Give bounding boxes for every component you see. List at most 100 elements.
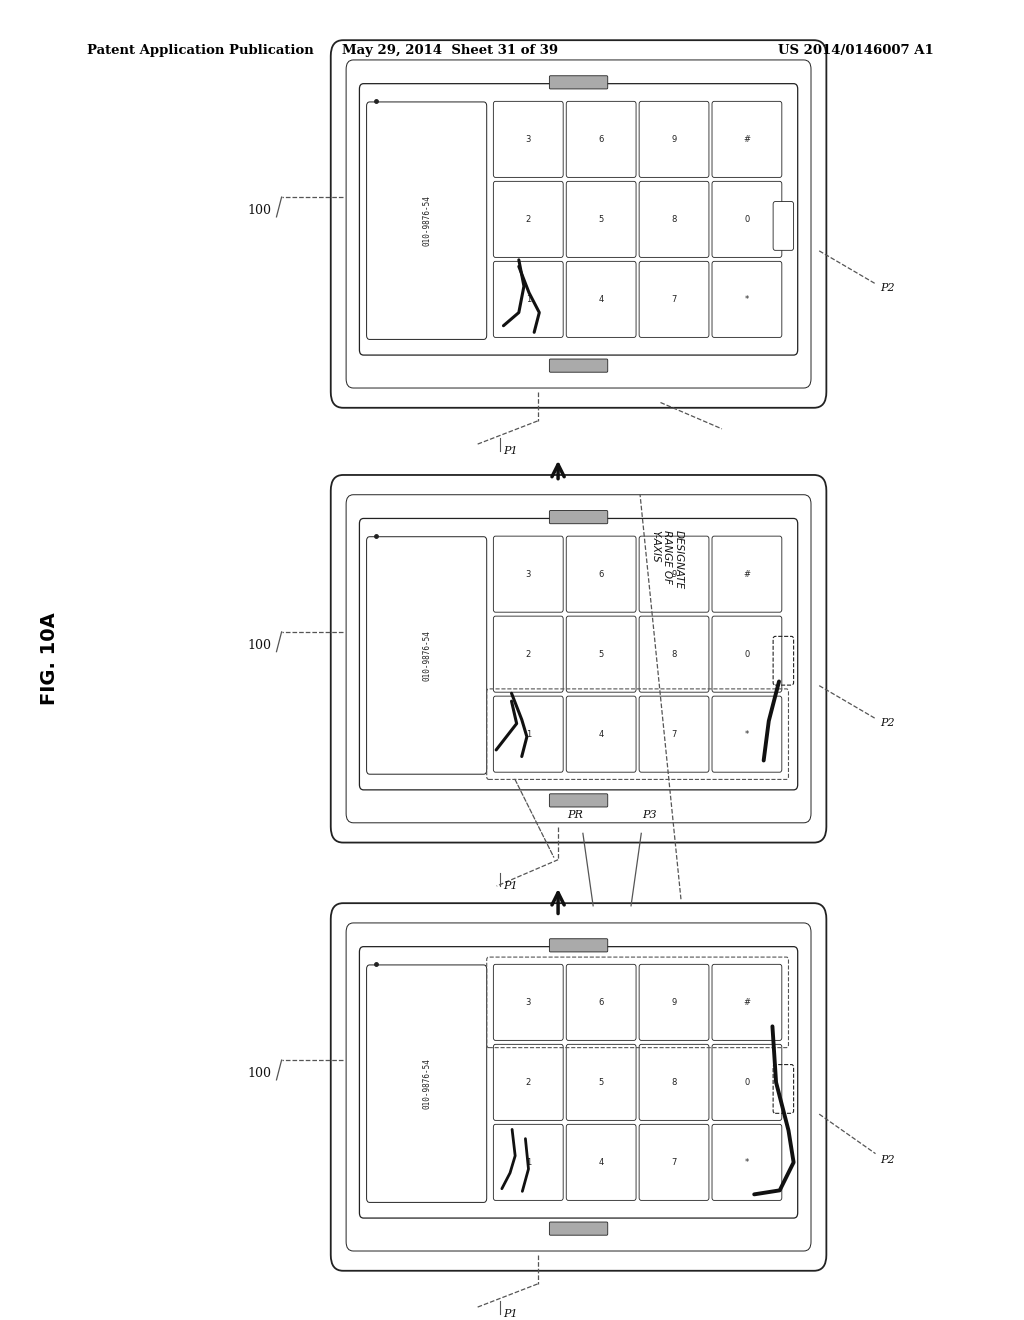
FancyBboxPatch shape bbox=[359, 83, 798, 355]
FancyBboxPatch shape bbox=[566, 1044, 636, 1121]
Text: 0: 0 bbox=[744, 1078, 750, 1086]
FancyBboxPatch shape bbox=[549, 75, 608, 88]
FancyBboxPatch shape bbox=[712, 965, 782, 1040]
Text: 7: 7 bbox=[672, 730, 677, 739]
Text: 010-9876-54: 010-9876-54 bbox=[422, 630, 431, 681]
FancyBboxPatch shape bbox=[494, 965, 563, 1040]
Text: 4: 4 bbox=[598, 730, 604, 739]
Text: 1: 1 bbox=[525, 294, 530, 304]
FancyBboxPatch shape bbox=[494, 1125, 563, 1200]
FancyBboxPatch shape bbox=[494, 181, 563, 257]
FancyBboxPatch shape bbox=[359, 946, 798, 1218]
FancyBboxPatch shape bbox=[566, 261, 636, 338]
Text: 100: 100 bbox=[247, 639, 271, 652]
Text: P1: P1 bbox=[503, 446, 518, 457]
FancyBboxPatch shape bbox=[549, 359, 608, 372]
FancyBboxPatch shape bbox=[494, 536, 563, 612]
FancyBboxPatch shape bbox=[494, 261, 563, 338]
FancyBboxPatch shape bbox=[494, 102, 563, 177]
Text: 3: 3 bbox=[525, 570, 531, 578]
Text: 1: 1 bbox=[525, 730, 530, 739]
Text: FIG. 10A: FIG. 10A bbox=[40, 612, 58, 705]
Text: May 29, 2014  Sheet 31 of 39: May 29, 2014 Sheet 31 of 39 bbox=[342, 44, 559, 57]
FancyBboxPatch shape bbox=[346, 923, 811, 1251]
Text: 9: 9 bbox=[672, 570, 677, 578]
FancyBboxPatch shape bbox=[639, 1125, 709, 1200]
FancyBboxPatch shape bbox=[346, 59, 811, 388]
Text: 100: 100 bbox=[247, 203, 271, 216]
Text: P3: P3 bbox=[642, 810, 656, 820]
Text: P2: P2 bbox=[881, 718, 895, 727]
FancyBboxPatch shape bbox=[359, 519, 798, 789]
Text: PR: PR bbox=[566, 810, 583, 820]
FancyBboxPatch shape bbox=[549, 1222, 608, 1236]
FancyBboxPatch shape bbox=[639, 181, 709, 257]
FancyBboxPatch shape bbox=[639, 102, 709, 177]
FancyBboxPatch shape bbox=[712, 536, 782, 612]
Text: 1: 1 bbox=[525, 1158, 530, 1167]
FancyBboxPatch shape bbox=[712, 696, 782, 772]
Text: Patent Application Publication: Patent Application Publication bbox=[87, 44, 313, 57]
Text: 5: 5 bbox=[598, 649, 604, 659]
FancyBboxPatch shape bbox=[639, 536, 709, 612]
FancyBboxPatch shape bbox=[494, 616, 563, 692]
FancyBboxPatch shape bbox=[331, 903, 826, 1271]
FancyBboxPatch shape bbox=[331, 475, 826, 842]
FancyBboxPatch shape bbox=[639, 696, 709, 772]
Text: 8: 8 bbox=[672, 215, 677, 224]
FancyBboxPatch shape bbox=[566, 102, 636, 177]
FancyBboxPatch shape bbox=[566, 1125, 636, 1200]
FancyBboxPatch shape bbox=[566, 696, 636, 772]
Text: 0: 0 bbox=[744, 649, 750, 659]
FancyBboxPatch shape bbox=[712, 1044, 782, 1121]
Text: 3: 3 bbox=[525, 135, 531, 144]
Text: 6: 6 bbox=[598, 998, 604, 1007]
Text: 010-9876-54: 010-9876-54 bbox=[422, 1059, 431, 1109]
Text: 0: 0 bbox=[744, 215, 750, 224]
Text: 4: 4 bbox=[598, 1158, 604, 1167]
Text: 3: 3 bbox=[525, 998, 531, 1007]
Text: 6: 6 bbox=[598, 135, 604, 144]
Text: 8: 8 bbox=[672, 1078, 677, 1086]
Text: 2: 2 bbox=[525, 215, 530, 224]
FancyBboxPatch shape bbox=[712, 102, 782, 177]
Text: 4: 4 bbox=[598, 294, 604, 304]
Text: 9: 9 bbox=[672, 998, 677, 1007]
FancyBboxPatch shape bbox=[712, 1125, 782, 1200]
Text: *: * bbox=[744, 730, 749, 739]
FancyBboxPatch shape bbox=[566, 536, 636, 612]
FancyBboxPatch shape bbox=[566, 181, 636, 257]
Text: 5: 5 bbox=[598, 215, 604, 224]
FancyBboxPatch shape bbox=[639, 965, 709, 1040]
FancyBboxPatch shape bbox=[549, 939, 608, 952]
Text: *: * bbox=[744, 1158, 749, 1167]
Text: 5: 5 bbox=[598, 1078, 604, 1086]
FancyBboxPatch shape bbox=[639, 1044, 709, 1121]
FancyBboxPatch shape bbox=[566, 965, 636, 1040]
Text: 010-9876-54: 010-9876-54 bbox=[422, 195, 431, 246]
Text: DESIGNATE
RANGE OF
Y-AXIS: DESIGNATE RANGE OF Y-AXIS bbox=[650, 531, 683, 590]
Text: 8: 8 bbox=[672, 649, 677, 659]
Text: 9: 9 bbox=[672, 135, 677, 144]
FancyBboxPatch shape bbox=[549, 511, 608, 524]
Text: P1: P1 bbox=[503, 880, 518, 891]
FancyBboxPatch shape bbox=[494, 1044, 563, 1121]
FancyBboxPatch shape bbox=[549, 793, 608, 807]
FancyBboxPatch shape bbox=[367, 537, 486, 775]
FancyBboxPatch shape bbox=[639, 261, 709, 338]
FancyBboxPatch shape bbox=[367, 102, 486, 339]
Text: P1: P1 bbox=[503, 1309, 518, 1319]
FancyBboxPatch shape bbox=[712, 261, 782, 338]
FancyBboxPatch shape bbox=[639, 616, 709, 692]
FancyBboxPatch shape bbox=[773, 202, 794, 251]
FancyBboxPatch shape bbox=[367, 965, 486, 1203]
Text: US 2014/0146007 A1: US 2014/0146007 A1 bbox=[778, 44, 934, 57]
Text: #: # bbox=[743, 570, 751, 578]
Text: #: # bbox=[743, 135, 751, 144]
Text: #: # bbox=[743, 998, 751, 1007]
Text: 6: 6 bbox=[598, 570, 604, 578]
FancyBboxPatch shape bbox=[331, 40, 826, 408]
Text: *: * bbox=[744, 294, 749, 304]
Text: 7: 7 bbox=[672, 294, 677, 304]
FancyBboxPatch shape bbox=[712, 616, 782, 692]
